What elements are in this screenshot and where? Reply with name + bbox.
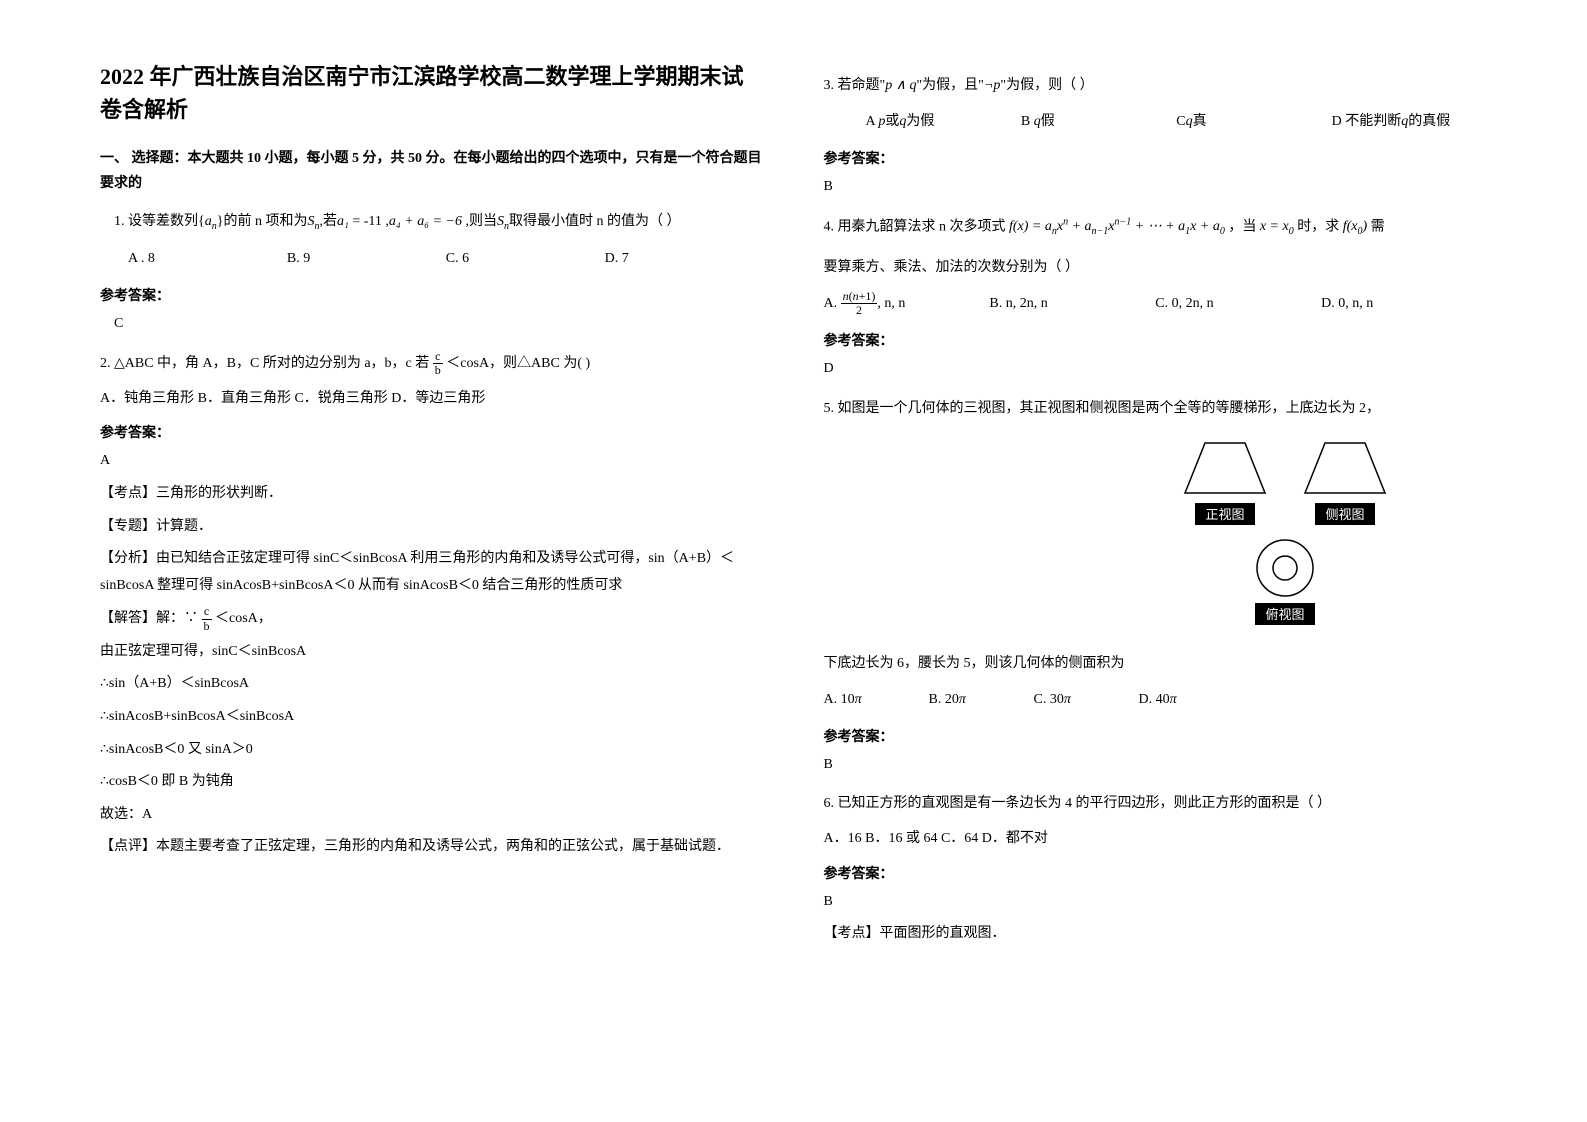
q2-jd3: ∴sin（A+B）＜sinBcosA (100, 671, 764, 698)
q6-opts: A．16 B．16 或 64 C．64 D．都不对 (824, 826, 1488, 853)
q6-kd: 【考点】平面图形的直观图． (824, 921, 1488, 948)
q5-opt-d: D. 40π (1139, 686, 1244, 714)
q2-text: 2. △ABC 中，角 A，B，C 所对的边分别为 a，b，c 若 cb ＜co… (100, 350, 764, 378)
q3-ans-label: 参考答案： (824, 148, 1488, 168)
q2-kd: 【考点】三角形的形状判断． (100, 481, 764, 508)
q6-text: 6. 已知正方形的直观图是有一条边长为 4 的平行四边形，则此正方形的面积是（ … (824, 790, 1488, 818)
doc-title: 2022 年广西壮族自治区南宁市江滨路学校高二数学理上学期期末试卷含解析 (100, 60, 764, 126)
three-view-svg: 正视图 侧视图 俯视图 (1165, 433, 1425, 633)
q4-text: 4. 用秦九韶算法求 n 次多项式 f(x) = anxn + an−1xn−1… (824, 213, 1488, 242)
q1-text: 1. 设等差数列{an}的前 n 项和为Sn,若a₁ = -11 ,a₄ + a… (100, 208, 764, 237)
q5-opt-a: A. 10π (824, 686, 929, 714)
q5-opt-b: B. 20π (929, 686, 1034, 714)
q2-ans-label: 参考答案： (100, 422, 764, 442)
q4-ans: D (824, 356, 1488, 383)
q5-ans-label: 参考答案： (824, 726, 1488, 746)
q2-fx: 【分析】由已知结合正弦定理可得 sinC＜sinBcosA 利用三角形的内角和及… (100, 546, 764, 599)
left-column: 2022 年广西壮族自治区南宁市江滨路学校高二数学理上学期期末试卷含解析 一、 … (100, 60, 764, 954)
q6-ans: B (824, 889, 1488, 916)
q1-ans-label: 参考答案： (100, 285, 764, 305)
q2-jd5: ∴sinAcosB＜0 又 sinA＞0 (100, 737, 764, 764)
q1-ans: C (100, 311, 764, 338)
front-view-label: 正视图 (1206, 507, 1245, 522)
q2-ans: A (100, 448, 764, 475)
q2-jd4: ∴sinAcosB+sinBcosA＜sinBcosA (100, 704, 764, 731)
q2-jd1: 【解答】解：∵ cb ＜cosA， (100, 605, 764, 633)
q3-options: A p或q为假 B q假 Cq真 D 不能判断q的真假 (824, 108, 1488, 136)
frac-nn1-2: n(n+1)2 (841, 290, 878, 317)
q1-opt-d: D. 7 (605, 245, 764, 273)
q2-opts: A．钝角三角形 B．直角三角形 C．锐角三角形 D．等边三角形 (100, 386, 764, 413)
top-view-label: 俯视图 (1266, 607, 1305, 622)
q3-ans: B (824, 174, 1488, 201)
q5-ans: B (824, 752, 1488, 779)
q2-jd2: 由正弦定理可得，sinC＜sinBcosA (100, 639, 764, 666)
q2-zt: 【专题】计算题． (100, 514, 764, 541)
right-column: 3. 若命题"p ∧ q"为假，且"¬p"为假，则（ ） A p或q为假 B q… (824, 60, 1488, 954)
section-header: 一、 选择题：本大题共 10 小题，每小题 5 分，共 50 分。在每小题给出的… (100, 146, 764, 196)
q3-opt-b: B q假 (1021, 108, 1176, 136)
q3-opt-c: Cq真 (1176, 108, 1331, 136)
side-view-label: 侧视图 (1326, 507, 1365, 522)
q5-text: 5. 如图是一个几何体的三视图，其正视图和侧视图是两个全等的等腰梯形，上底边长为… (824, 395, 1488, 423)
q3-opt-a: A p或q为假 (866, 108, 1021, 136)
q2-jd7: 故选：A (100, 802, 764, 829)
q2-jd6: ∴cosB＜0 即 B 为钝角 (100, 769, 764, 796)
q2-dp: 【点评】本题主要考查了正弦定理，三角形的内角和及诱导公式，两角和的正弦公式，属于… (100, 834, 764, 861)
q4-opt-b: B. n, 2n, n (989, 290, 1155, 318)
q4-opt-a: A. n(n+1)2, n, n (824, 290, 990, 318)
q3-opt-d: D 不能判断q的真假 (1332, 108, 1487, 136)
q6-ans-label: 参考答案： (824, 863, 1488, 883)
q4-line2: 要算乘方、乘法、加法的次数分别为（ ） (824, 254, 1488, 282)
frac-c-b-2: cb (202, 605, 212, 632)
q4-opt-c: C. 0, 2n, n (1155, 290, 1321, 318)
q1-opt-b: B. 9 (287, 245, 446, 273)
frac-c-b: cb (433, 350, 443, 377)
q4-options: A. n(n+1)2, n, n B. n, 2n, n C. 0, 2n, n… (824, 290, 1488, 318)
q5-options: A. 10π B. 20π C. 30π D. 40π (824, 686, 1244, 714)
q1-opt-c: C. 6 (446, 245, 605, 273)
q5-text2: 下底边长为 6，腰长为 5，则该几何体的侧面积为 (824, 650, 1488, 678)
q5-opt-c: C. 30π (1034, 686, 1139, 714)
q4-ans-label: 参考答案： (824, 330, 1488, 350)
q1-opt-a: A . 8 (100, 245, 287, 273)
q3-text: 3. 若命题"p ∧ q"为假，且"¬p"为假，则（ ） (824, 72, 1488, 100)
q5-diagram: 正视图 侧视图 俯视图 (824, 433, 1488, 638)
q4-opt-d: D. 0, n, n (1321, 290, 1487, 318)
q1-options: A . 8 B. 9 C. 6 D. 7 (100, 245, 764, 273)
